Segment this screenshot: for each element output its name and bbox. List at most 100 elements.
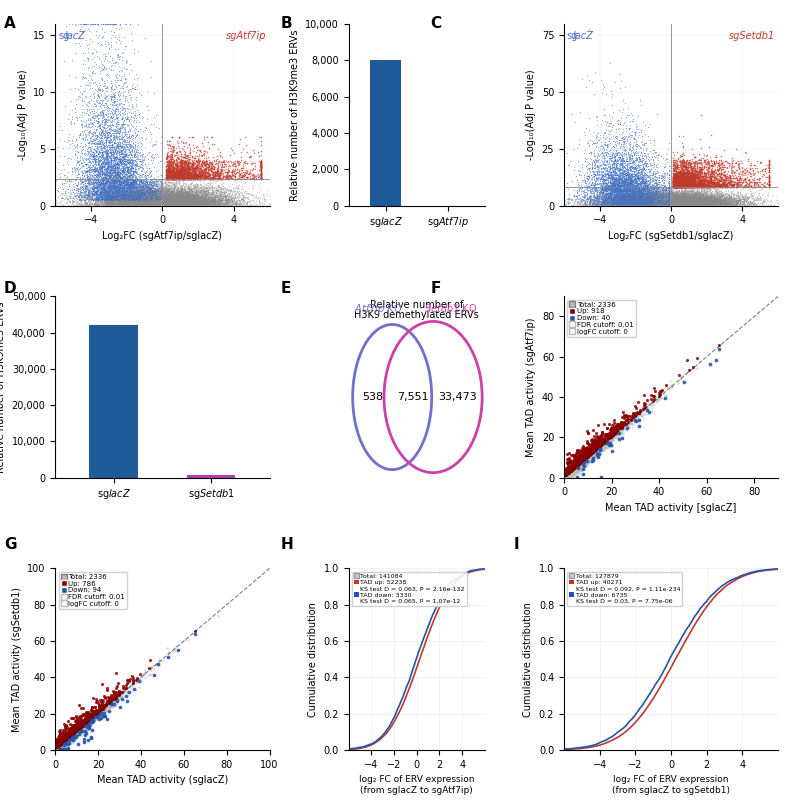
- Point: [614, 167, 626, 180]
- Point: [207, 187, 220, 200]
- Point: [206, 192, 219, 205]
- Point: [114, 101, 126, 114]
- Point: [652, 192, 664, 205]
- Point: [671, 196, 683, 209]
- Point: [84, 713, 96, 726]
- Point: [119, 188, 132, 201]
- Point: [171, 164, 184, 177]
- Point: [203, 170, 216, 183]
- Point: [604, 188, 616, 200]
- Point: [666, 198, 679, 211]
- Point: [647, 198, 660, 211]
- Point: [746, 161, 758, 174]
- Point: [629, 192, 641, 205]
- Point: [163, 188, 175, 201]
- Point: [209, 157, 222, 170]
- Point: [662, 198, 675, 211]
- Point: [707, 193, 720, 206]
- Point: [225, 192, 238, 205]
- Point: [689, 192, 702, 205]
- Point: [124, 189, 137, 202]
- Point: [641, 198, 653, 211]
- Point: [705, 193, 718, 206]
- Point: [615, 179, 628, 192]
- Point: [599, 181, 611, 194]
- Point: [670, 194, 683, 207]
- Point: [682, 172, 694, 184]
- Point: [140, 196, 152, 209]
- Point: [675, 193, 688, 206]
- Point: [652, 196, 664, 209]
- Point: [638, 199, 650, 212]
- Point: [679, 196, 692, 209]
- Point: [151, 195, 164, 208]
- Point: [85, 713, 98, 726]
- Point: [152, 173, 164, 186]
- Point: [634, 197, 647, 210]
- Point: [55, 738, 68, 751]
- Point: [167, 191, 179, 204]
- Point: [175, 190, 187, 203]
- Point: [198, 190, 211, 203]
- Point: [133, 192, 145, 205]
- Point: [120, 182, 133, 195]
- Point: [670, 198, 683, 211]
- Point: [220, 170, 232, 183]
- Point: [623, 184, 636, 197]
- Point: [88, 86, 100, 99]
- Point: [697, 197, 709, 210]
- Point: [616, 192, 629, 205]
- Point: [651, 192, 664, 205]
- Point: [634, 188, 646, 200]
- Point: [100, 136, 113, 148]
- Point: [664, 188, 676, 201]
- Point: [595, 181, 608, 194]
- Point: [624, 176, 637, 188]
- Point: [690, 190, 702, 203]
- Point: [663, 186, 675, 199]
- Point: [195, 197, 208, 210]
- Point: [89, 197, 102, 210]
- Point: [169, 190, 182, 203]
- Point: [668, 172, 681, 184]
- Point: [160, 197, 172, 210]
- Point: [114, 136, 126, 149]
- Point: [170, 194, 182, 207]
- Point: [156, 189, 169, 202]
- Point: [168, 195, 181, 208]
- Point: [592, 199, 605, 212]
- Point: [679, 193, 691, 206]
- Point: [97, 99, 110, 111]
- Point: [160, 193, 173, 206]
- Point: [107, 184, 120, 196]
- Point: [122, 85, 134, 98]
- Point: [124, 185, 137, 198]
- Point: [654, 196, 667, 209]
- Point: [617, 188, 630, 201]
- Point: [82, 120, 95, 133]
- Point: [184, 180, 197, 192]
- Point: [713, 196, 725, 209]
- Point: [672, 189, 685, 202]
- Point: [117, 190, 130, 203]
- Point: [165, 190, 178, 203]
- Point: [618, 189, 630, 202]
- Point: [111, 115, 123, 128]
- Point: [131, 179, 144, 192]
- Point: [110, 197, 122, 210]
- Point: [192, 188, 205, 200]
- Point: [167, 196, 180, 209]
- Point: [106, 164, 118, 176]
- Point: [107, 700, 120, 713]
- Point: [602, 165, 615, 178]
- Point: [686, 184, 698, 197]
- Point: [616, 198, 629, 211]
- Point: [61, 735, 73, 748]
- Point: [200, 184, 213, 196]
- Point: [610, 189, 623, 202]
- Point: [657, 182, 670, 195]
- Point: [672, 180, 684, 192]
- Point: [670, 196, 683, 209]
- Point: [174, 191, 186, 204]
- Point: [668, 194, 680, 207]
